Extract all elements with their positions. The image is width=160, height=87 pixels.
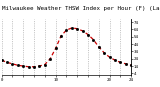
- Text: Milwaukee Weather THSW Index per Hour (F) (Last 24 Hours): Milwaukee Weather THSW Index per Hour (F…: [2, 6, 160, 11]
